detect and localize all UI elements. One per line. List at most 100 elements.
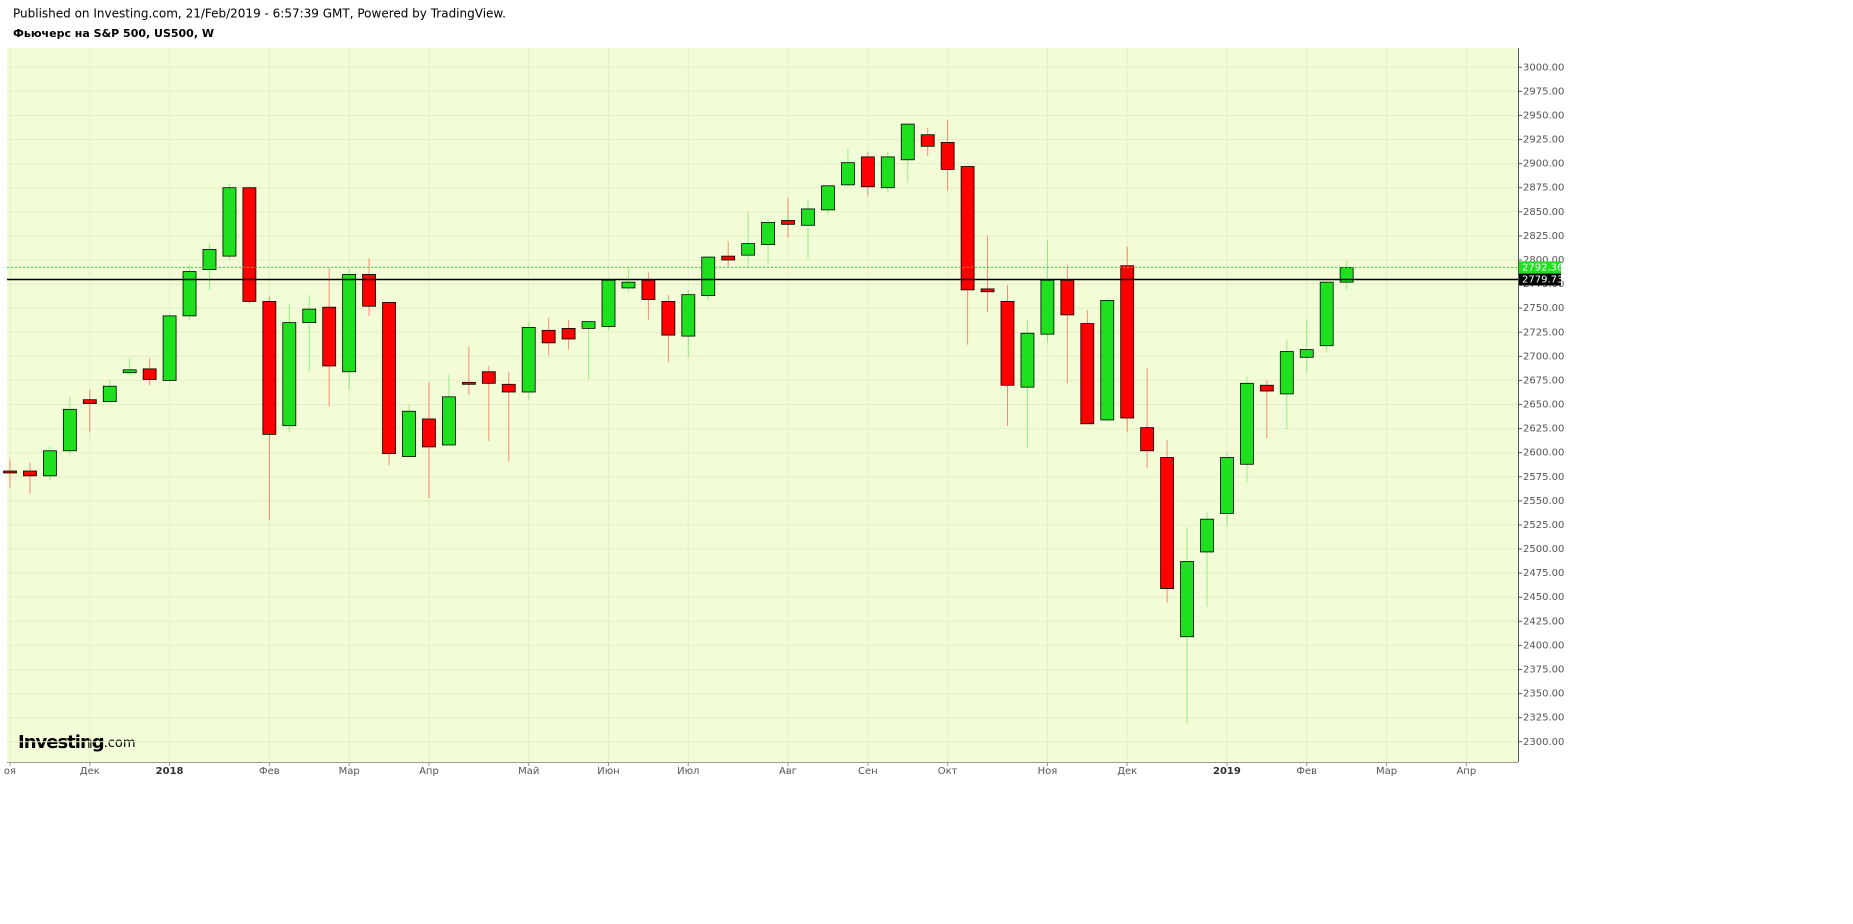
- candle-body: [202, 248, 217, 271]
- chart-title: Фьючерс на S&P 500, US500, W: [13, 27, 214, 40]
- candle-body: [282, 322, 297, 427]
- x-tick-label: Фев: [259, 766, 280, 777]
- y-tick-label: 2500.00: [1523, 544, 1564, 555]
- x-tick-label: Мар: [1376, 766, 1397, 777]
- candle-body: [581, 321, 596, 329]
- y-tick-label: 2350.00: [1523, 689, 1564, 700]
- y-tick-label: 2575.00: [1523, 472, 1564, 483]
- candle-body: [1279, 351, 1294, 395]
- candle-body: [541, 329, 556, 344]
- y-tick-label: 2750.00: [1523, 303, 1564, 314]
- y-tick-label: 2725.00: [1523, 327, 1564, 338]
- y-tick-label: 2650.00: [1523, 400, 1564, 411]
- candle-body: [382, 301, 396, 455]
- candle-body: [641, 279, 656, 300]
- x-tick-label: Июн: [597, 766, 619, 777]
- candle-body: [62, 408, 77, 452]
- y-tick-label: 2450.00: [1523, 592, 1564, 603]
- candle-body: [761, 222, 775, 245]
- candle-body: [561, 327, 576, 340]
- y-tick-label: 2825.00: [1523, 231, 1564, 242]
- candle-body: [1339, 266, 1354, 283]
- candle-body: [242, 187, 257, 302]
- candle-body: [960, 166, 975, 291]
- y-tick-label: 2975.00: [1523, 86, 1564, 97]
- candle-body: [1240, 382, 1254, 465]
- y-tick-label: 2600.00: [1523, 448, 1564, 459]
- candle-body: [362, 274, 377, 307]
- candle-body: [1299, 349, 1314, 358]
- y-tick-label: 2800.00: [1523, 255, 1564, 266]
- candle-body: [1180, 561, 1194, 638]
- candle-body: [222, 187, 237, 257]
- y-tick-label: 2325.00: [1523, 713, 1564, 724]
- candle-body: [3, 470, 17, 474]
- price-label: 2779.73: [1522, 275, 1563, 286]
- candle-body: [501, 383, 516, 393]
- y-tick-label: 2900.00: [1523, 159, 1564, 170]
- y-tick-label: 2675.00: [1523, 375, 1564, 386]
- candle-body: [880, 156, 895, 189]
- candle-body: [681, 294, 696, 337]
- candle-body: [801, 208, 815, 226]
- candle-body: [122, 369, 137, 374]
- candle-body: [1319, 281, 1334, 347]
- candle-body: [721, 255, 736, 261]
- logo-main: Investing: [18, 732, 104, 753]
- candle-body: [402, 410, 416, 457]
- y-tick-label: 2300.00: [1523, 737, 1564, 748]
- candle-body: [1080, 323, 1095, 425]
- candle-body: [841, 162, 855, 186]
- price-label: 2792.36: [1522, 262, 1563, 273]
- x-tick-label: Май: [518, 766, 539, 777]
- candle-body: [1120, 265, 1135, 419]
- y-tick-label: 2525.00: [1523, 520, 1564, 531]
- y-tick-label: 2550.00: [1523, 496, 1564, 507]
- y-tick-label: 2875.00: [1523, 183, 1564, 194]
- logo: Investing.com: [18, 732, 136, 753]
- y-tick-label: 2700.00: [1523, 351, 1564, 362]
- candle-body: [601, 279, 616, 327]
- candle-body: [621, 281, 636, 289]
- y-tick-label: 2375.00: [1523, 664, 1564, 675]
- candle-body: [262, 301, 277, 435]
- candle-body: [422, 418, 436, 448]
- x-tick-label: Окт: [938, 766, 958, 777]
- candle-body: [1060, 279, 1075, 316]
- logo-suffix: .com: [104, 736, 136, 751]
- candle-body: [1140, 427, 1155, 452]
- y-tick-label: 2475.00: [1523, 568, 1564, 579]
- published-note: Published on Investing.com, 21/Feb/2019 …: [13, 7, 506, 21]
- y-tick-label: 2950.00: [1523, 110, 1564, 121]
- candle-body: [701, 256, 716, 297]
- candle-body: [1259, 384, 1274, 392]
- y-tick-label: 2925.00: [1523, 135, 1564, 146]
- x-tick-label: Дек: [80, 766, 100, 777]
- candle-body: [441, 396, 456, 446]
- candle-body: [23, 470, 37, 477]
- x-tick-label: Апр: [419, 766, 439, 777]
- y-tick-label: 2850.00: [1523, 207, 1564, 218]
- candle-body: [481, 371, 496, 384]
- x-tick-label: Апр: [1456, 766, 1476, 777]
- candle-body: [302, 308, 317, 324]
- candle-body: [900, 123, 915, 161]
- candle-body: [781, 220, 795, 225]
- candle-body: [920, 134, 935, 147]
- x-tick-label: Дек: [1117, 766, 1137, 777]
- x-tick-label: оя: [4, 766, 16, 777]
- y-tick-label: 2425.00: [1523, 616, 1564, 627]
- candle-body: [102, 385, 117, 403]
- candle-body: [860, 156, 875, 188]
- candle-body: [940, 142, 955, 170]
- candle-body: [461, 381, 476, 385]
- y-tick-label: 3000.00: [1523, 62, 1564, 73]
- candle-body: [1040, 279, 1055, 335]
- candle-body: [741, 243, 756, 256]
- candle-body: [1200, 518, 1214, 553]
- price-label-box: [1519, 261, 1561, 274]
- candle-body: [322, 306, 337, 367]
- candle-body: [821, 185, 835, 211]
- candle-body: [82, 399, 97, 404]
